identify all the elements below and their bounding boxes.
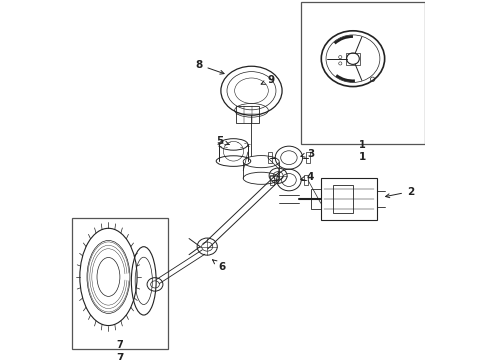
Text: 8: 8 <box>196 60 224 74</box>
Bar <box>346 53 360 65</box>
Bar <box>311 189 321 209</box>
Bar <box>72 218 168 349</box>
Bar <box>321 178 377 220</box>
Text: 1: 1 <box>359 140 366 150</box>
Bar <box>236 106 259 123</box>
Bar <box>301 2 425 144</box>
Bar <box>306 152 310 163</box>
Bar <box>333 185 353 213</box>
Text: 5: 5 <box>216 136 229 146</box>
Bar <box>270 175 273 185</box>
Text: 7: 7 <box>116 340 123 350</box>
Text: 6: 6 <box>213 260 225 272</box>
Text: 7: 7 <box>116 353 123 360</box>
Text: 4: 4 <box>301 172 314 182</box>
Text: 9: 9 <box>261 75 274 85</box>
Text: 1: 1 <box>359 152 367 162</box>
Text: 3: 3 <box>301 149 314 159</box>
Text: 2: 2 <box>386 186 414 198</box>
Bar <box>304 175 308 185</box>
Bar <box>268 152 272 163</box>
